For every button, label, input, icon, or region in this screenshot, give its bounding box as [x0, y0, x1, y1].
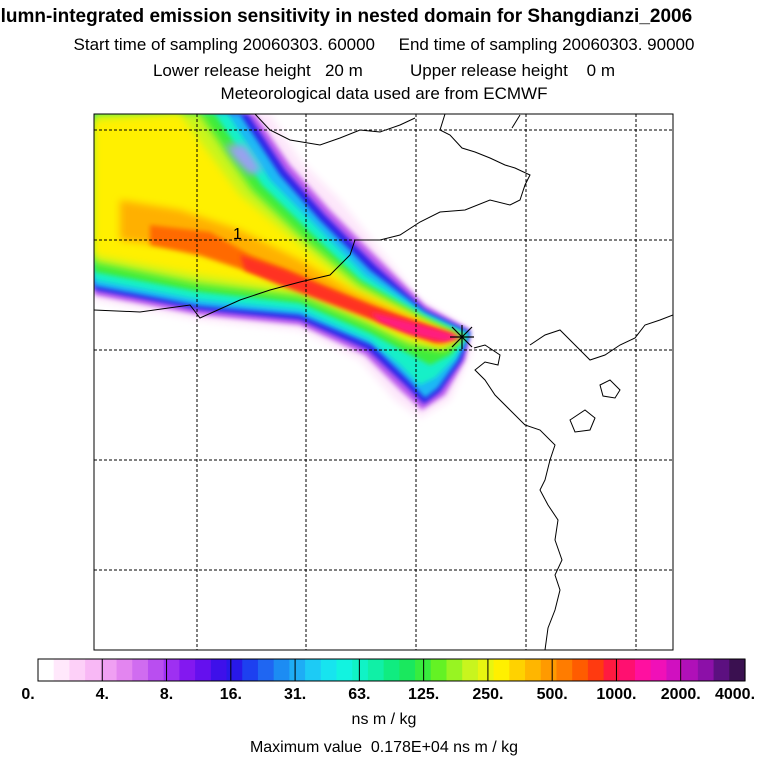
meteorological-data-line: Meteorological data used are from ECMWF — [220, 84, 548, 103]
colorbar-tick-label: 31. — [283, 686, 307, 703]
release-height-line: Lower release height 20 m Upper release … — [152, 61, 616, 80]
colorbar-frame — [37, 658, 746, 682]
colorbar — [37, 658, 746, 682]
colorbar-tick-label: 4. — [95, 686, 109, 703]
colorbar-swatch — [179, 659, 196, 681]
colorbar-swatch — [509, 659, 526, 681]
colorbar-swatch — [603, 659, 620, 681]
gridlines — [94, 114, 673, 650]
colorbar-swatch — [352, 659, 369, 681]
sampling-time-line: Start time of sampling 20060303. 60000 E… — [73, 35, 695, 54]
colorbar-tick-label: 500. — [536, 686, 568, 703]
colorbar-swatch — [100, 659, 118, 681]
colorbar-tick-label: 0. — [21, 686, 35, 703]
colorbar-swatch — [85, 659, 102, 681]
colorbar-swatch — [650, 659, 668, 681]
colorbar-swatch — [210, 659, 228, 681]
colorbar-swatch — [53, 659, 71, 681]
colorbar-tick-label: 63. — [348, 686, 371, 703]
colorbar-swatch — [69, 659, 86, 681]
colorbar-swatch — [147, 659, 165, 681]
colorbar-swatch — [572, 659, 589, 681]
figure-title: olumn-integrated emission sensitivity in… — [0, 6, 693, 27]
colorbar-swatch — [635, 659, 652, 681]
map-frame — [93, 113, 674, 651]
colorbar-tick-label: 2000. — [660, 686, 701, 703]
colorbar-tick-label: 250. — [472, 686, 504, 703]
colorbar-swatch — [116, 659, 133, 681]
colorbar-swatch — [257, 659, 275, 681]
colorbar-tick-label: 8. — [159, 686, 174, 703]
colorbar-swatch — [729, 659, 746, 681]
colorbar-swatch — [320, 659, 338, 681]
colorbar-swatch — [446, 659, 463, 681]
colorbar-swatch — [289, 659, 306, 681]
colorbar-swatch — [697, 659, 715, 681]
sensitivity-plume — [94, 114, 472, 418]
colorbar-swatch — [38, 659, 55, 681]
colorbar-swatch — [587, 659, 605, 681]
colorbar-swatch — [713, 659, 730, 681]
colorbar-swatch — [540, 659, 558, 681]
colorbar-swatch — [242, 659, 259, 681]
colorbar-swatch — [556, 659, 573, 681]
colorbar-swatch — [493, 659, 510, 681]
colorbar-swatch — [666, 659, 683, 681]
colorbar-swatch — [399, 659, 416, 681]
colorbar-swatch — [462, 659, 479, 681]
colorbar-tick-label: 4000. — [714, 686, 756, 703]
colorbar-swatch — [525, 659, 542, 681]
colorbar-swatch — [336, 659, 353, 681]
colorbar-tick-label: 1000. — [596, 686, 637, 703]
colorbar-tick-label: 16. — [219, 686, 242, 703]
release-point-marker — [450, 325, 474, 349]
colorbar-swatch — [367, 659, 385, 681]
colorbar-swatch — [132, 659, 149, 681]
colorbar-swatch — [163, 659, 180, 681]
colorbar-swatch — [273, 659, 290, 681]
colorbar-swatch — [383, 659, 400, 681]
colorbar-units: ns m / kg — [351, 711, 417, 728]
colorbar-swatch — [305, 659, 322, 681]
colorbar-swatch — [619, 659, 636, 681]
colorbar-tick-label: 125. — [408, 686, 440, 703]
colorbar-swatch — [477, 659, 495, 681]
colorbar-swatch — [682, 659, 699, 681]
colorbar-swatch — [226, 659, 243, 681]
coastline-boundaries — [94, 114, 673, 650]
colorbar-swatch — [195, 659, 212, 681]
maximum-value-label: Maximum value 0.178E+04 ns m / kg — [249, 739, 519, 756]
trajectory-marker-label: 1 — [233, 226, 242, 243]
colorbar-swatch — [430, 659, 448, 681]
